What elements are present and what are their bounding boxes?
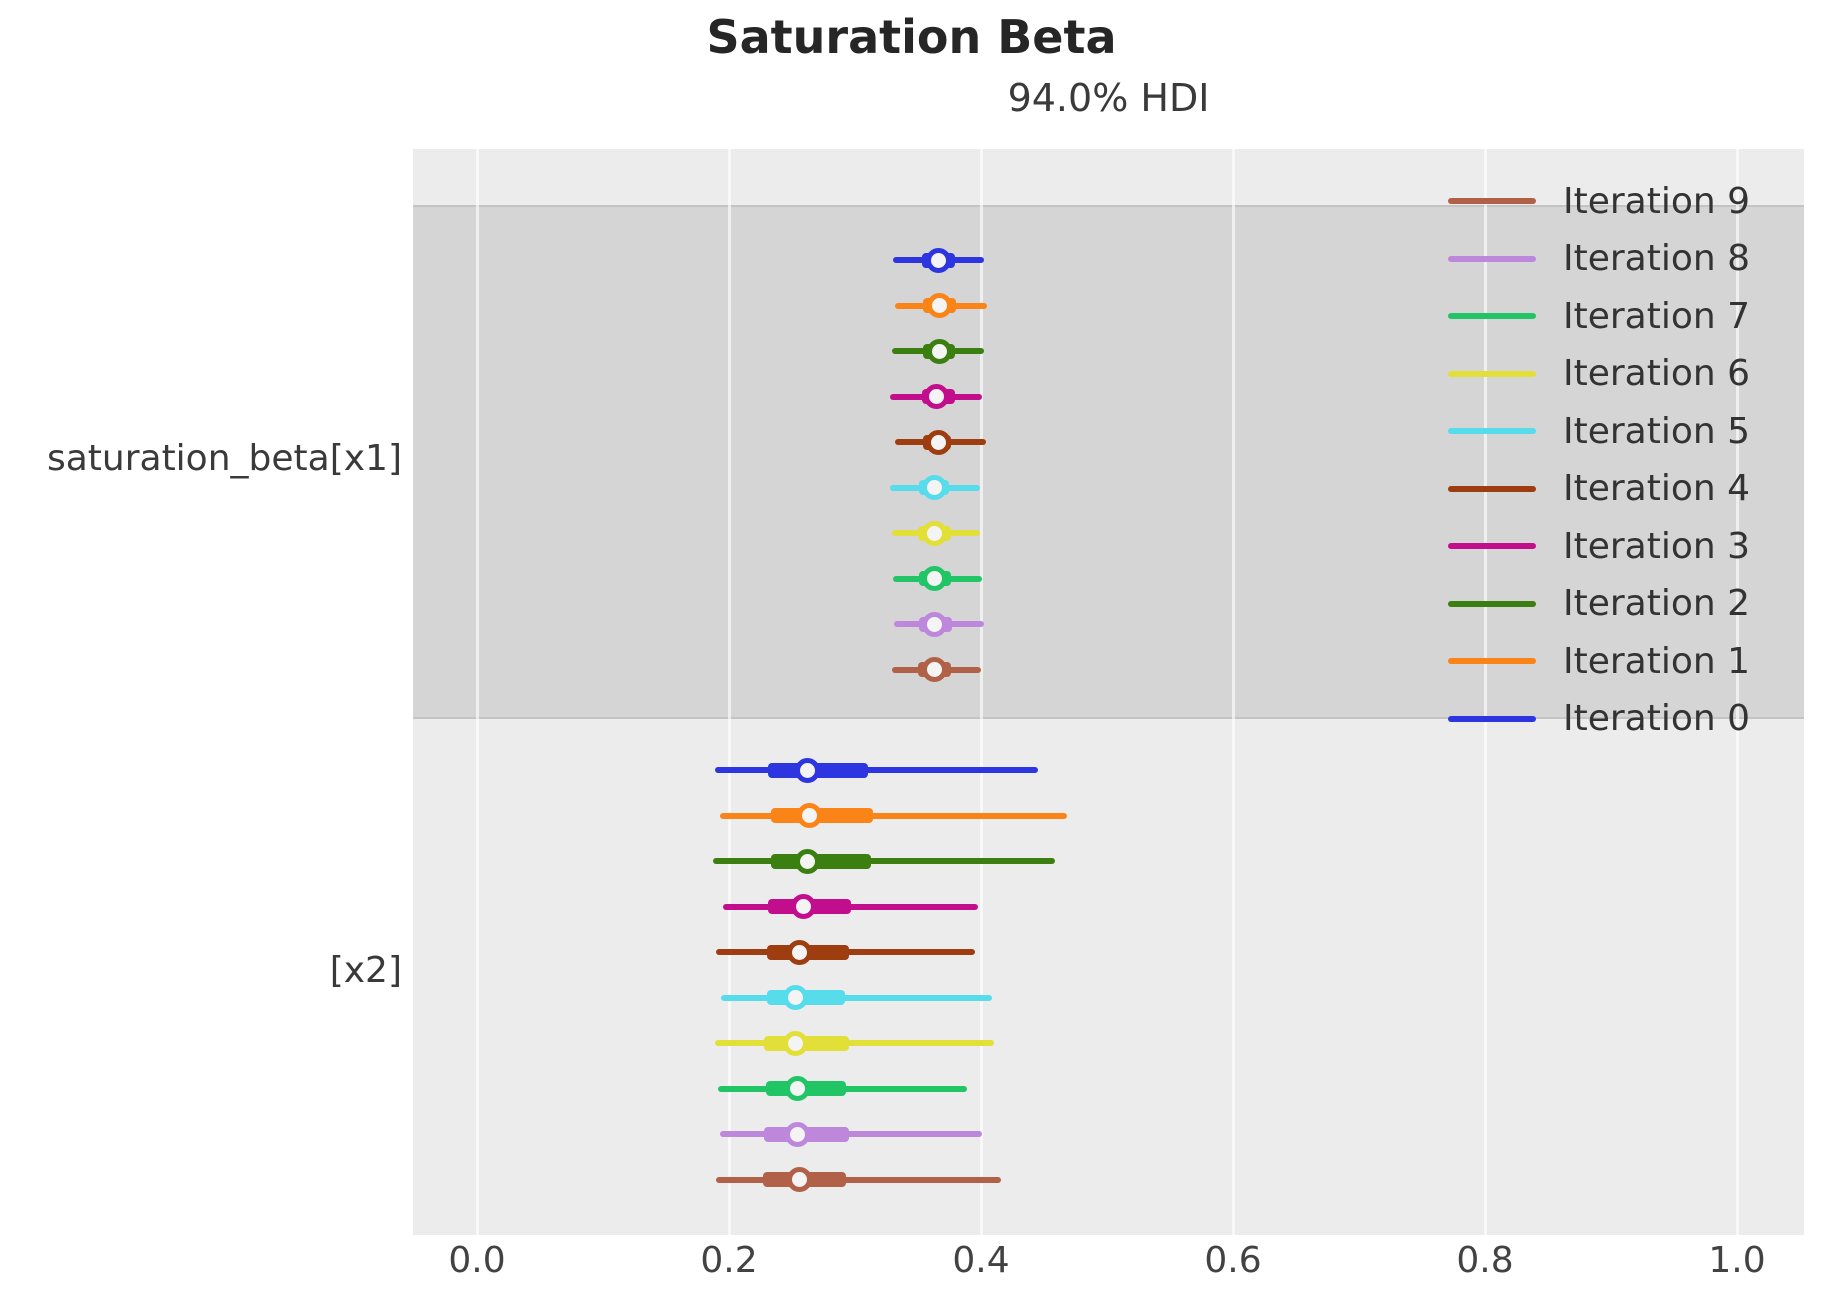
x-tick-label: 0.2	[700, 1240, 758, 1281]
hdi-line	[721, 994, 993, 1001]
gridline	[1483, 149, 1487, 1235]
legend-line-sample	[1448, 600, 1536, 607]
hdi-line	[720, 1131, 983, 1137]
legend-line-sample	[1448, 198, 1536, 204]
hdi-subtitle: 94.0% HDI	[1007, 76, 1210, 120]
legend-entry: Iteration 4	[1448, 460, 1750, 518]
legend-label: Iteration 4	[1563, 468, 1751, 509]
hdi-line	[715, 1040, 994, 1046]
point-estimate-marker	[921, 611, 947, 637]
point-estimate-marker	[925, 429, 951, 455]
legend-line-sample	[1448, 313, 1536, 319]
iqr-bar	[770, 853, 872, 869]
legend-entry: Iteration 3	[1448, 517, 1750, 575]
hdi-line	[716, 1176, 1002, 1183]
legend-entry: Iteration 6	[1448, 345, 1750, 403]
point-estimate-marker	[926, 293, 952, 318]
gridline	[475, 149, 479, 1235]
point-estimate-marker	[787, 1167, 813, 1192]
point-estimate-marker	[790, 894, 816, 919]
hdi-line	[715, 767, 1038, 773]
legend-line-sample	[1448, 255, 1536, 262]
y-axis-parameter-label: saturation_beta[x1]	[46, 438, 402, 479]
gridline	[1231, 149, 1235, 1235]
point-estimate-marker	[797, 803, 823, 828]
point-estimate-marker	[794, 848, 820, 874]
hdi-line	[720, 812, 1067, 819]
plot-title: Saturation Beta	[706, 10, 1117, 64]
point-estimate-marker	[921, 657, 947, 682]
point-estimate-marker	[921, 475, 947, 500]
gridline	[979, 149, 983, 1235]
legend-entry: Iteration 8	[1448, 230, 1750, 288]
point-estimate-marker	[794, 757, 820, 783]
legend-entry: Iteration 5	[1448, 402, 1750, 460]
hdi-line	[712, 858, 1056, 864]
x-tick-label: 0.0	[448, 1240, 506, 1281]
legend-label: Iteration 8	[1563, 238, 1751, 279]
legend-label: Iteration 3	[1563, 525, 1751, 567]
point-estimate-marker	[926, 338, 952, 364]
legend-entry: Iteration 2	[1448, 575, 1750, 633]
legend-line-sample	[1448, 715, 1536, 722]
point-estimate-marker	[784, 1076, 810, 1101]
point-estimate-marker	[924, 384, 950, 409]
legend-entry: Iteration 1	[1448, 632, 1750, 690]
legend-line-sample	[1448, 428, 1536, 434]
legend-line-sample	[1448, 485, 1536, 492]
point-estimate-marker	[921, 566, 947, 591]
point-estimate-marker	[921, 520, 947, 546]
legend-entry: Iteration 9	[1448, 172, 1750, 230]
legend-label: Iteration 9	[1563, 180, 1751, 222]
legend-line-sample	[1448, 658, 1536, 664]
point-estimate-marker	[925, 247, 951, 273]
x-tick-label: 0.6	[1204, 1240, 1262, 1281]
legend-label: Iteration 7	[1563, 295, 1751, 337]
legend-label: Iteration 0	[1563, 698, 1751, 739]
plot-area	[413, 149, 1804, 1235]
legend-label: Iteration 6	[1563, 353, 1751, 394]
point-estimate-marker	[783, 1030, 809, 1056]
x-tick-label: 0.4	[952, 1240, 1010, 1281]
legend-entry: Iteration 0	[1448, 690, 1750, 748]
legend-label: Iteration 1	[1563, 640, 1751, 682]
y-axis-parameter-label: [x2]	[329, 950, 402, 991]
legend-entry: Iteration 7	[1448, 287, 1750, 345]
point-estimate-marker	[783, 985, 809, 1010]
legend-label: Iteration 2	[1563, 583, 1751, 624]
legend-label: Iteration 5	[1563, 410, 1751, 452]
x-tick-label: 0.8	[1456, 1240, 1514, 1281]
gridline	[1735, 149, 1739, 1235]
point-estimate-marker	[784, 1121, 810, 1147]
x-tick-label: 1.0	[1708, 1240, 1766, 1281]
gridline	[727, 149, 731, 1235]
hdi-band	[413, 205, 1804, 719]
legend-line-sample	[1448, 370, 1536, 377]
legend-line-sample	[1448, 543, 1536, 549]
point-estimate-marker	[787, 939, 813, 965]
